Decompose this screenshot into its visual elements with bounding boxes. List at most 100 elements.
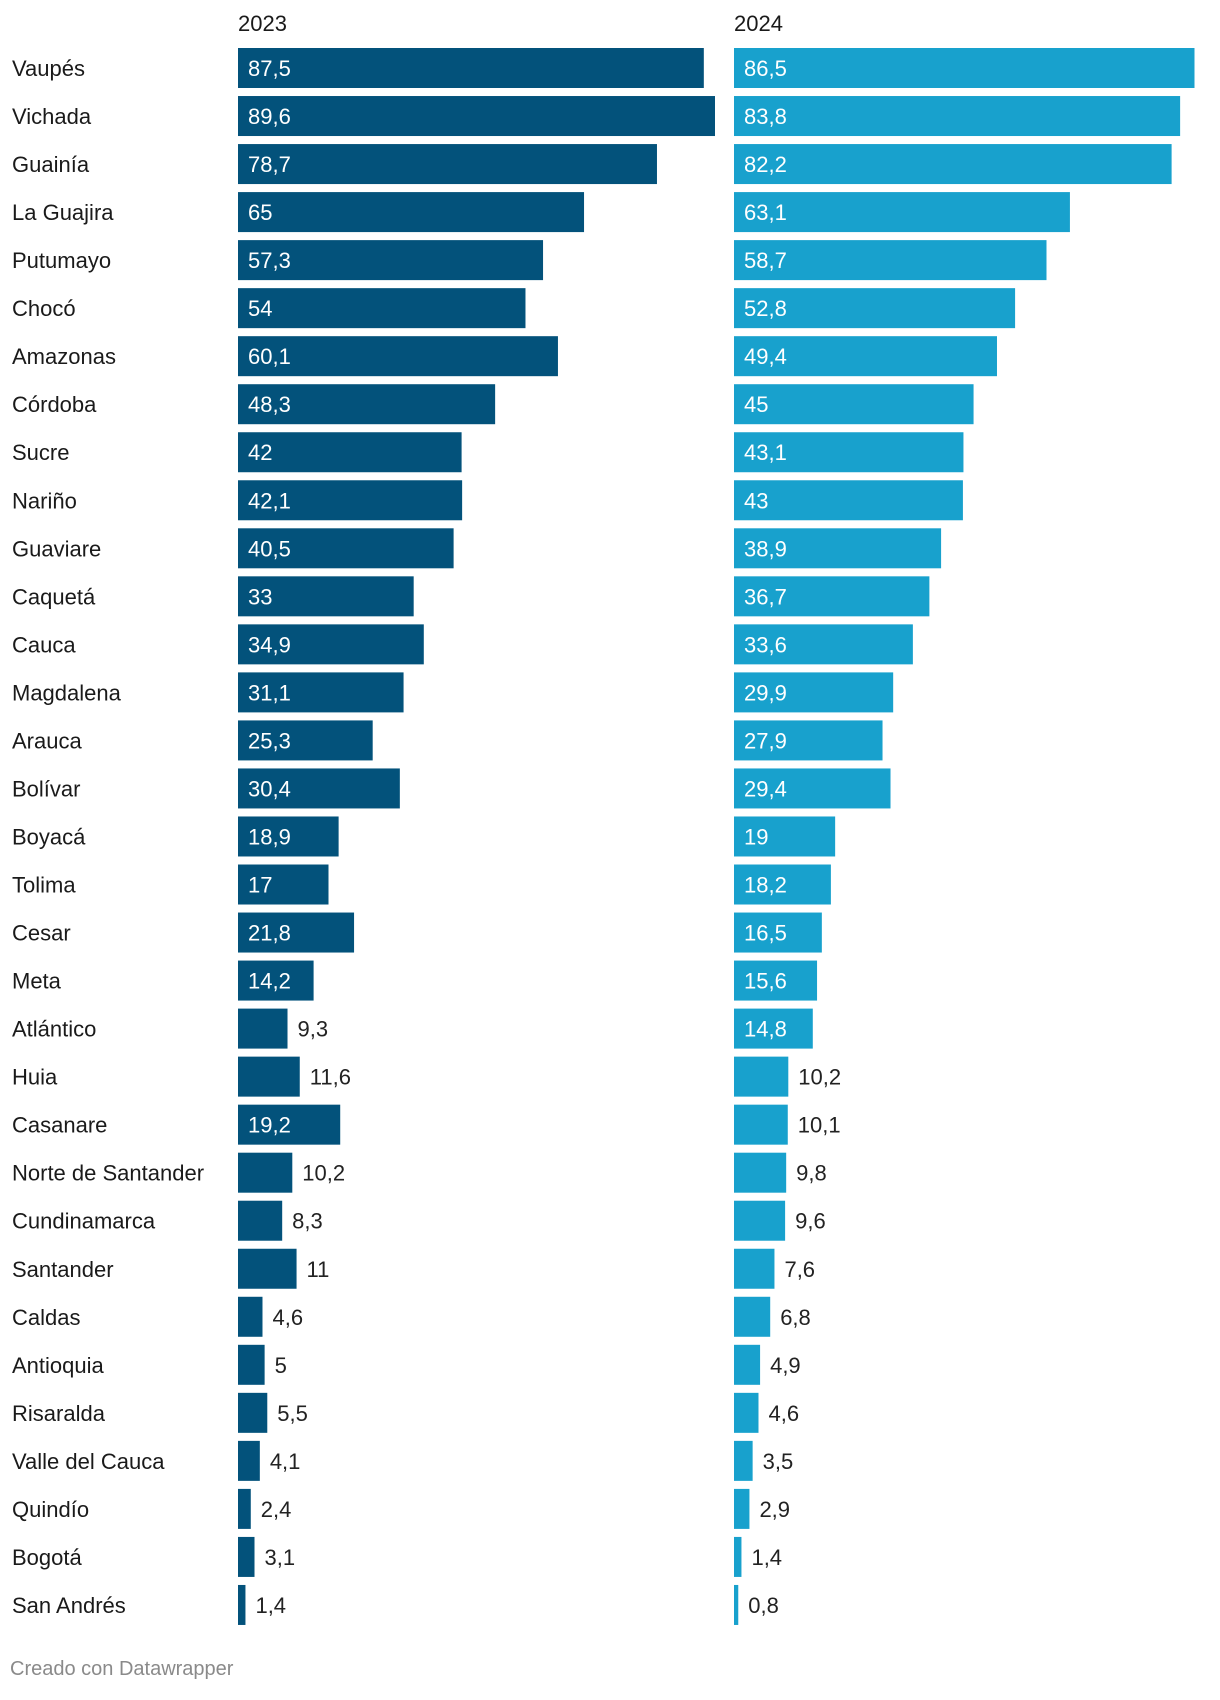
bar-2024 [734,672,894,713]
data-label-2024: 27,9 [744,728,787,753]
data-label-2023: 87,5 [248,56,291,81]
data-label-2024: 49,4 [744,344,787,369]
category-label: Valle del Cauca [12,1449,165,1474]
data-label-2023: 25,3 [248,728,291,753]
bar-2023 [238,384,496,425]
category-label: Cundinamarca [12,1209,156,1234]
bar-2023 [238,768,400,809]
bar-2024 [734,912,822,953]
data-label-2023: 40,5 [248,536,291,561]
data-label-2024: 18,2 [744,873,787,898]
bar-2024 [734,1296,771,1337]
data-label-2023: 1,4 [255,1593,286,1618]
data-label-2024: 38,9 [744,536,787,561]
data-label-2024: 36,7 [744,584,787,609]
bar-2024 [734,96,1181,137]
data-label-2023: 11 [307,1257,330,1282]
data-label-2024: 33,6 [744,632,787,657]
data-label-2024: 82,2 [744,152,787,177]
category-label: Sucre [12,440,69,465]
data-label-2024: 83,8 [744,104,787,129]
bar-2024 [734,816,836,857]
bar-2024 [734,240,1047,281]
data-label-2023: 8,3 [292,1209,323,1234]
category-label: Huia [12,1065,58,1090]
data-label-2024: 16,5 [744,921,787,946]
credit-text: Creado con Datawrapper [10,1658,234,1680]
bar-2023 [238,1392,268,1433]
data-label-2023: 89,6 [248,104,291,129]
bar-2023 [238,1344,265,1385]
category-label: Cauca [12,632,76,657]
bar-2023 [238,1200,283,1241]
data-label-2024: 1,4 [751,1545,782,1570]
data-label-2024: 43,1 [744,440,787,465]
data-label-2024: 4,9 [770,1353,801,1378]
category-label: Chocó [12,296,76,321]
data-label-2024: 52,8 [744,296,787,321]
category-label: Quindío [12,1497,89,1522]
bar-2023 [238,480,463,521]
bar-2023 [238,1536,255,1577]
series-title-2024: 2024 [734,11,783,36]
data-label-2023: 10,2 [302,1161,345,1186]
bar-2024 [734,1584,739,1625]
data-label-2024: 3,5 [763,1449,794,1474]
data-label-2023: 21,8 [248,921,291,946]
bar-2024 [734,960,818,1001]
bar-2024 [734,1488,750,1529]
data-label-2024: 9,8 [796,1161,827,1186]
category-label: Antioquia [12,1353,105,1378]
data-label-2023: 4,1 [270,1449,301,1474]
category-label: Arauca [12,728,82,753]
data-label-2023: 57,3 [248,248,291,273]
data-label-2023: 3,1 [265,1545,296,1570]
bar-2024 [734,768,891,809]
data-label-2023: 5,5 [277,1401,308,1426]
data-label-2024: 15,6 [744,969,787,994]
category-label: Amazonas [12,344,116,369]
bar-2023 [238,576,414,617]
data-label-2023: 14,2 [248,969,291,994]
data-label-2023: 18,9 [248,824,291,849]
data-label-2024: 29,4 [744,776,787,801]
category-label: Meta [12,969,62,994]
bar-2023 [238,1152,293,1193]
data-label-2023: 9,3 [298,1017,329,1042]
bar-2024 [734,192,1070,233]
category-label: Risaralda [12,1401,106,1426]
bar-2024 [734,1392,759,1433]
bar-2023 [238,192,585,233]
category-label: Caldas [12,1305,80,1330]
data-label-2024: 6,8 [780,1305,811,1330]
category-label: Nariño [12,488,77,513]
bar-2023 [238,1008,288,1049]
category-label: San Andrés [12,1593,126,1618]
category-label: Vaupés [12,56,85,81]
data-label-2023: 34,9 [248,632,291,657]
bar-2023 [238,1488,251,1529]
bar-2023 [238,672,404,713]
category-label: Vichada [12,104,92,129]
bar-2024 [734,1008,813,1049]
data-label-2023: 42,1 [248,488,291,513]
bar-2024 [734,576,930,617]
data-label-2023: 31,1 [248,680,291,705]
bar-2023 [238,1248,297,1289]
bar-2023 [238,288,526,329]
data-label-2023: 2,4 [261,1497,292,1522]
data-label-2024: 7,6 [784,1257,815,1282]
bar-2024 [734,384,974,425]
data-label-2023: 33 [248,584,272,609]
data-label-2023: 65 [248,200,272,225]
bar-2023 [238,1104,341,1145]
category-label: Guaviare [12,536,101,561]
bar-2024 [734,720,883,761]
bar-2023 [238,624,424,665]
bar-2023 [238,1440,260,1481]
bar-2024 [734,480,963,521]
category-label: Guainía [12,152,90,177]
category-label: Tolima [12,873,76,898]
data-label-2024: 10,2 [798,1065,841,1090]
bar-2023 [238,144,657,185]
